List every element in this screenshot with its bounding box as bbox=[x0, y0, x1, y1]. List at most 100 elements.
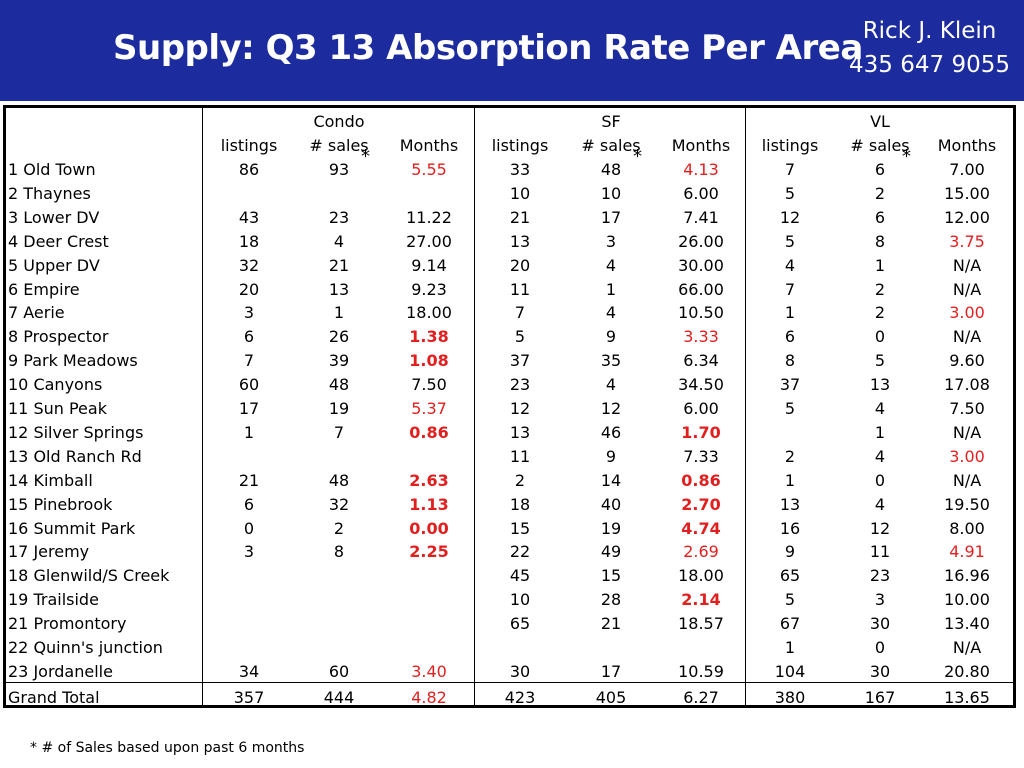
group-header-condo: Condo bbox=[313, 112, 365, 131]
table-cell: 2 bbox=[514, 470, 526, 490]
table-cell: 7.41 bbox=[683, 207, 719, 227]
table-cell: 1 bbox=[784, 638, 796, 657]
table-cell: 6.34 bbox=[683, 351, 719, 371]
table-cell: 1 bbox=[605, 279, 617, 299]
table-cell: 22 bbox=[509, 542, 531, 562]
table-cell: 0 bbox=[243, 518, 255, 538]
table-cell: 13 bbox=[869, 375, 891, 395]
table-cell: 30 bbox=[509, 661, 531, 681]
table-cell: 10.00 bbox=[944, 590, 990, 610]
table-cell: 7 bbox=[514, 303, 526, 323]
table-cell: 9.23 bbox=[411, 279, 447, 299]
table-cell: 9 bbox=[605, 446, 617, 466]
table-cell: 1 bbox=[784, 470, 796, 490]
table-cell: 1 bbox=[874, 422, 886, 442]
table-cell: 15 bbox=[600, 566, 622, 586]
row-area-label: 3 Lower DV bbox=[8, 207, 100, 227]
table-cell: 6 bbox=[784, 327, 796, 347]
table-cell: 65 bbox=[509, 614, 531, 634]
absorption-table: Condo SF VL listings # sales Months listings # … bbox=[3, 105, 1016, 708]
row-area-label: 23 Jordanelle bbox=[8, 661, 113, 681]
table-cell: 9.60 bbox=[949, 351, 985, 371]
table-cell: 6 bbox=[243, 494, 255, 514]
table-cell: 2.70 bbox=[681, 494, 721, 514]
table-cell: 23 bbox=[328, 207, 350, 227]
table-cell: 48 bbox=[328, 375, 350, 395]
table-cell: 20 bbox=[238, 279, 260, 299]
table-cell: 8 bbox=[874, 231, 886, 251]
table-cell: 5 bbox=[514, 327, 526, 347]
table-cell: 11 bbox=[509, 279, 531, 299]
row-area-label: 14 Kimball bbox=[8, 470, 93, 490]
table-cell: 0 bbox=[874, 327, 886, 347]
table-cell: 1.08 bbox=[409, 351, 449, 371]
table-cell: 32 bbox=[328, 494, 350, 514]
row-area-label: 5 Upper DV bbox=[8, 255, 100, 275]
grand-total-cell: 444 bbox=[323, 687, 355, 707]
table-cell: 3.40 bbox=[411, 661, 447, 681]
row-area-label: 2 Thaynes bbox=[8, 183, 91, 203]
table-cell: 19.50 bbox=[944, 494, 990, 514]
table-cell: 16 bbox=[779, 518, 801, 538]
table-cell: 13 bbox=[509, 422, 531, 442]
row-area-label: 13 Old Ranch Rd bbox=[8, 446, 142, 466]
table-cell: 17 bbox=[600, 661, 622, 681]
grand-total-cell: 4.82 bbox=[411, 687, 447, 707]
table-cell: 6.00 bbox=[683, 183, 719, 203]
divider-area bbox=[202, 108, 203, 705]
table-cell: 12 bbox=[869, 518, 891, 538]
column-header-sf-sales: # sales bbox=[581, 136, 641, 155]
footnote: * # of Sales based upon past 6 months bbox=[30, 740, 305, 756]
column-header-condo-listings: listings bbox=[220, 136, 278, 155]
table-cell: 13 bbox=[779, 494, 801, 514]
table-cell: 4.74 bbox=[681, 518, 721, 538]
table-cell: 33 bbox=[509, 160, 531, 179]
asterisk-mark: * bbox=[633, 146, 642, 167]
table-cell: 7 bbox=[784, 279, 796, 299]
row-area-label: 6 Empire bbox=[8, 279, 80, 299]
divider-condo bbox=[474, 108, 475, 705]
table-cell: 48 bbox=[328, 470, 350, 490]
table-cell: 15.00 bbox=[944, 183, 990, 203]
table-cell: 19 bbox=[328, 399, 350, 418]
table-cell: 2 bbox=[874, 303, 886, 323]
table-cell: 1.13 bbox=[409, 494, 449, 514]
table-cell: 26.00 bbox=[678, 231, 724, 251]
table-cell: 8.00 bbox=[949, 518, 985, 538]
table-cell: 7.00 bbox=[949, 160, 985, 179]
table-cell: 2.63 bbox=[409, 470, 449, 490]
grand-total-cell: 357 bbox=[233, 687, 265, 707]
table-cell: 21 bbox=[509, 207, 531, 227]
table-cell: 35 bbox=[600, 351, 622, 371]
row-area-label: 9 Park Meadows bbox=[8, 351, 138, 371]
table-cell: 0 bbox=[874, 638, 886, 657]
table-cell: 10 bbox=[509, 183, 531, 203]
table-cell: 21 bbox=[328, 255, 350, 275]
table-cell: 4.91 bbox=[949, 542, 985, 562]
table-cell: 6 bbox=[874, 207, 886, 227]
table-cell: 60 bbox=[238, 375, 260, 395]
table-cell: 3.00 bbox=[949, 303, 985, 323]
table-cell: 4 bbox=[605, 375, 617, 395]
table-cell: 5.55 bbox=[411, 160, 447, 179]
table-cell: 104 bbox=[774, 661, 806, 681]
row-area-label: 15 Pinebrook bbox=[8, 494, 113, 514]
table-cell: 1 bbox=[333, 303, 345, 323]
table-cell: 17 bbox=[600, 207, 622, 227]
column-header-condo-sales: # sales bbox=[309, 136, 369, 155]
table-cell: 7 bbox=[333, 422, 345, 442]
table-cell: 8 bbox=[333, 542, 345, 562]
row-area-label: 18 Glenwild/S Creek bbox=[8, 566, 170, 586]
table-cell: 4 bbox=[605, 255, 617, 275]
table-cell: 12.00 bbox=[944, 207, 990, 227]
table-cell: 15 bbox=[509, 518, 531, 538]
table-cell: 23 bbox=[869, 566, 891, 586]
table-cell: 7.50 bbox=[949, 399, 985, 418]
table-cell: 13.40 bbox=[944, 614, 990, 634]
table-cell: 93 bbox=[328, 160, 350, 179]
row-area-label: 1 Old Town bbox=[8, 160, 96, 179]
row-area-label: 21 Promontory bbox=[8, 614, 127, 634]
table-cell: 17.08 bbox=[944, 375, 990, 395]
table-cell: 20.80 bbox=[944, 661, 990, 681]
grand-total-cell: 380 bbox=[774, 687, 806, 707]
